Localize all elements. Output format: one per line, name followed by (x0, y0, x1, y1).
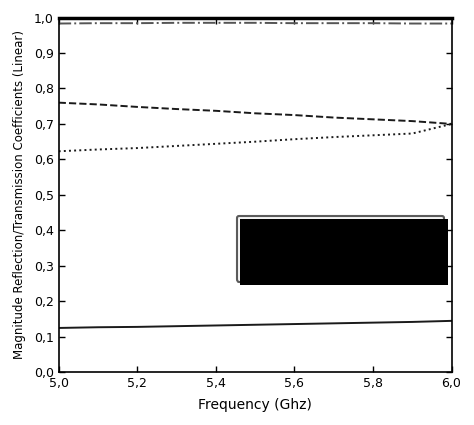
Reflection Mag diode ON (410, 119, 415, 124)
Transmission Mag diode OFF (292, 21, 297, 26)
Transmission Mag diode ON (449, 122, 455, 127)
Transmission Mag diode OFF (410, 21, 415, 26)
Reflection Mag diode OFF (370, 320, 376, 325)
Transmission Mag diode ON (56, 149, 62, 154)
Line: Reflection Mag diode ON: Reflection Mag diode ON (59, 103, 452, 124)
Reflection Mag diode ON (252, 111, 258, 116)
Reflection Mag diode ON (56, 100, 62, 105)
Reflection Mag diode OFF (252, 322, 258, 327)
Transmission Mag diode ON (252, 139, 258, 144)
Reflection Mag diode OFF (56, 326, 62, 331)
Transmission Mag diode OFF (213, 20, 219, 26)
Transmission Mag diode OFF (449, 21, 455, 26)
Reflection Mag diode ON (173, 107, 179, 112)
Reflection Mag diode ON (135, 105, 140, 110)
Transmission Mag diode OFF (331, 21, 337, 26)
Transmission Mag diode OFF (135, 21, 140, 26)
Reflection Mag diode ON (331, 115, 337, 120)
X-axis label: Frequency (Ghz): Frequency (Ghz) (198, 399, 312, 413)
Reflection Mag diode ON (370, 117, 376, 122)
Line: Transmission Mag diode ON: Transmission Mag diode ON (59, 124, 452, 151)
Reflection Mag diode OFF (331, 321, 337, 326)
Transmission Mag diode ON (95, 147, 101, 152)
Transmission Mag diode ON (331, 135, 337, 140)
Reflection Mag diode OFF (135, 324, 140, 329)
Reflection Mag diode ON (449, 122, 455, 127)
Line: Reflection Mag diode OFF: Reflection Mag diode OFF (59, 321, 452, 328)
Reflection Mag diode OFF (173, 323, 179, 329)
Transmission Mag diode OFF (173, 20, 179, 26)
Reflection Mag diode OFF (95, 325, 101, 330)
Reflection Mag diode ON (292, 113, 297, 118)
Transmission Mag diode ON (410, 131, 415, 136)
Transmission Mag diode OFF (252, 20, 258, 26)
Reflection Mag diode OFF (449, 318, 455, 323)
Reflection Mag diode OFF (292, 321, 297, 326)
Transmission Mag diode ON (213, 141, 219, 146)
Y-axis label: Magnitude Reflection/Transmission Coefficients (Linear): Magnitude Reflection/Transmission Coeffi… (12, 31, 26, 360)
Reflection Mag diode OFF (213, 323, 219, 328)
Reflection Mag diode ON (95, 102, 101, 107)
Transmission Mag diode ON (370, 133, 376, 138)
Reflection Mag diode OFF (410, 319, 415, 324)
Legend: Reflection Mag diode OFF, Reflection Mag diode ON, Transmission Mag diode ON, Tr: Reflection Mag diode OFF, Reflection Mag… (237, 216, 444, 282)
Transmission Mag diode OFF (95, 21, 101, 26)
Transmission Mag diode ON (135, 145, 140, 150)
Transmission Mag diode ON (173, 143, 179, 148)
Reflection Mag diode ON (213, 108, 219, 113)
Transmission Mag diode OFF (370, 21, 376, 26)
Transmission Mag diode ON (292, 137, 297, 142)
Transmission Mag diode OFF (56, 21, 62, 26)
